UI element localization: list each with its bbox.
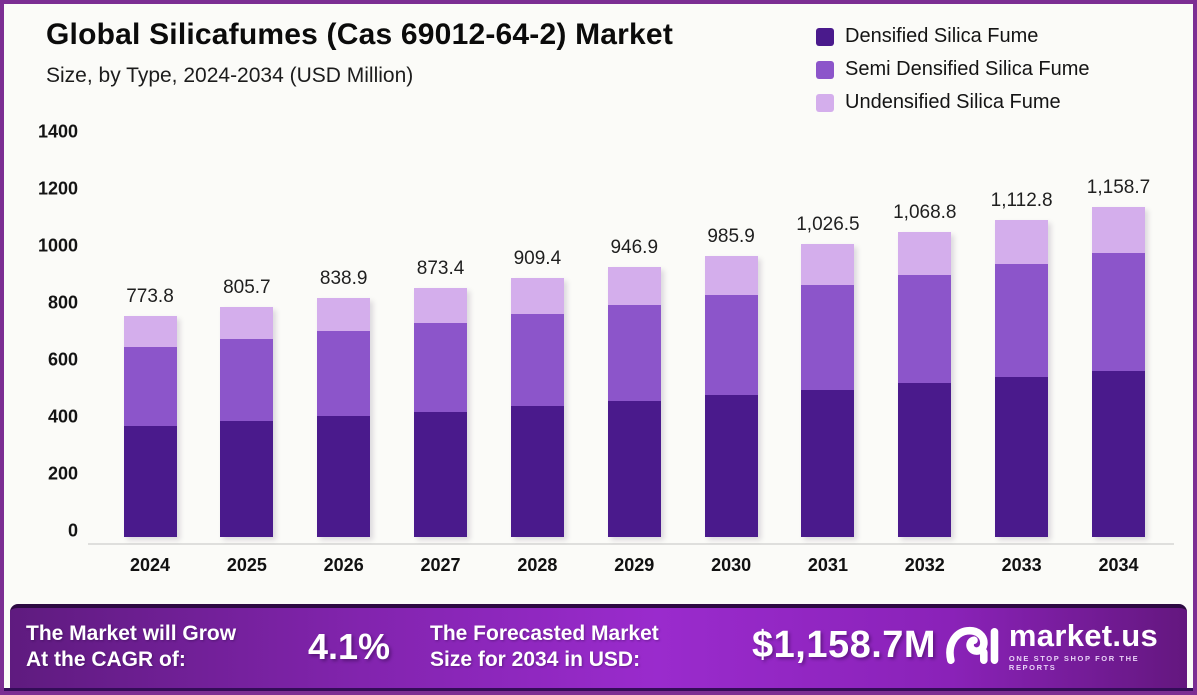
bar-total-label-2030: 985.9: [707, 226, 755, 248]
bar-segment-2025-densified-silica-fume: [220, 421, 274, 537]
legend-swatch-undensified: [816, 93, 834, 112]
footer-bottom-strip: [4, 688, 1193, 691]
bar-segment-2024-densified-silica-fume: [123, 425, 177, 537]
bar-segment-2028-undensified-silica-fume: [510, 277, 564, 314]
y-axis-tick-label: 800: [47, 292, 78, 313]
bar-segment-2028-densified-silica-fume: [510, 406, 564, 537]
brand-tagline: ONE STOP SHOP FOR THE REPORTS: [1008, 654, 1140, 672]
bar-segment-2033-densified-silica-fume: [995, 377, 1049, 537]
legend-label: Undensified Silica Fume: [845, 91, 1061, 113]
forecast-value: $1,158.7M: [752, 624, 937, 666]
stacked-bar-2027: [414, 288, 468, 537]
bar-segment-2027-densified-silica-fume: [414, 411, 468, 537]
legend-item-densified: Densified Silica Fume: [816, 20, 1090, 53]
bar-segment-2027-undensified-silica-fume: [414, 288, 468, 323]
bar-segment-2031-undensified-silica-fume: [801, 244, 855, 286]
legend-swatch-densified: [816, 27, 834, 46]
legend-swatch-semi-densified: [816, 60, 834, 79]
stacked-bar-2025: [220, 307, 274, 537]
legend-label: Densified Silica Fume: [845, 25, 1039, 47]
bar-segment-2024-semi-densified-silica-fume: [123, 347, 177, 426]
bar-total-label-2024: 773.8: [126, 286, 174, 308]
x-axis-tick-label-2031: 2031: [807, 555, 848, 575]
stacked-bar-2031: [801, 244, 855, 537]
bar-total-label-2034: 1,158.7: [1086, 176, 1151, 198]
y-axis-tick-label: 1200: [37, 178, 78, 199]
y-axis-tick-label: 1000: [37, 235, 78, 256]
bar-segment-2025-undensified-silica-fume: [220, 307, 274, 340]
y-axis-tick-label: 600: [47, 349, 78, 370]
bar-segment-2032-densified-silica-fume: [898, 383, 952, 537]
bar-segment-2029-semi-densified-silica-fume: [607, 304, 661, 401]
bar-segment-2027-semi-densified-silica-fume: [414, 322, 468, 412]
page-subtitle: Size, by Type, 2024-2034 (USD Million): [46, 64, 414, 87]
stacked-bar-2033: [995, 219, 1049, 537]
legend-item-semi-densified: Semi Densified Silica Fume: [816, 53, 1090, 86]
chart-legend: Densified Silica Fume Semi Densified Sil…: [816, 20, 1090, 119]
legend-label: Semi Densified Silica Fume: [845, 58, 1090, 80]
bar-segment-2030-densified-silica-fume: [704, 395, 758, 537]
bar-segment-2026-undensified-silica-fume: [317, 297, 371, 332]
bar-segment-2029-undensified-silica-fume: [607, 267, 661, 305]
bar-total-label-2033: 1,112.8: [990, 189, 1053, 211]
bar-segment-2033-semi-densified-silica-fume: [995, 263, 1049, 378]
stacked-bar-2029: [607, 267, 661, 537]
bar-segment-2034-densified-silica-fume: [1092, 370, 1145, 537]
y-axis-tick-label: 0: [67, 520, 78, 541]
bar-total-label-2029: 946.9: [610, 237, 659, 259]
bar-segment-2032-semi-densified-silica-fume: [898, 274, 952, 384]
bar-total-label-2032: 1,068.8: [893, 202, 957, 224]
bar-total-label-2026: 838.9: [319, 267, 368, 289]
bar-segment-2026-semi-densified-silica-fume: [317, 331, 371, 417]
bar-segment-2032-undensified-silica-fume: [898, 232, 952, 275]
bar-total-label-2031: 1,026.5: [796, 214, 860, 236]
cagr-value: 4.1%: [308, 626, 391, 667]
x-axis-tick-label-2026: 2026: [323, 555, 364, 575]
y-axis-tick-label: 400: [47, 406, 78, 427]
x-axis-tick-label-2034: 2034: [1098, 555, 1139, 575]
brand-logo-group: market.us ONE STOP SHOP FOR THE REPORTS: [942, 620, 1187, 672]
cagr-label: The Market will Grow At the CAGR of:: [26, 622, 237, 671]
y-axis-tick-label: 1400: [37, 121, 78, 142]
bar-segment-2026-densified-silica-fume: [317, 416, 371, 537]
bar-segment-2034-semi-densified-silica-fume: [1092, 252, 1145, 371]
stacked-bar-2026: [317, 297, 371, 537]
bar-segment-2024-undensified-silica-fume: [123, 316, 177, 348]
x-axis-line: [88, 543, 1174, 545]
stacked-bar-2032: [898, 232, 952, 537]
bar-segment-2031-densified-silica-fume: [801, 389, 855, 537]
bar-segment-2034-undensified-silica-fume: [1092, 206, 1145, 253]
stacked-bar-2030: [704, 256, 758, 537]
bar-segment-2030-semi-densified-silica-fume: [704, 295, 758, 396]
marketus-logo-icon: [946, 626, 999, 665]
bar-total-label-2027: 873.4: [416, 258, 465, 280]
x-axis-tick-label-2030: 2030: [711, 555, 752, 575]
x-axis-tick-label-2028: 2028: [517, 555, 558, 575]
x-axis-tick-label-2033: 2033: [1001, 555, 1042, 575]
bar-segment-2028-semi-densified-silica-fume: [510, 313, 564, 407]
stacked-bar-2028: [510, 277, 564, 537]
y-axis-tick-label: 200: [47, 463, 78, 484]
footer-banner: The Market will Grow At the CAGR of: 4.1…: [10, 604, 1187, 688]
x-axis-tick-label-2029: 2029: [614, 555, 655, 575]
stacked-bar-2034: [1092, 206, 1145, 537]
x-axis-tick-label-2024: 2024: [129, 555, 171, 575]
forecast-label: The Forecasted Market Size for 2034 in U…: [430, 622, 659, 671]
x-axis-tick-label-2025: 2025: [226, 555, 267, 575]
bar-segment-2029-densified-silica-fume: [607, 400, 661, 537]
bar-segment-2030-undensified-silica-fume: [704, 256, 758, 296]
stacked-bar-2024: [123, 316, 177, 537]
bar-segment-2033-undensified-silica-fume: [995, 219, 1049, 264]
x-axis-tick-label-2032: 2032: [904, 555, 945, 575]
bar-segment-2025-semi-densified-silica-fume: [220, 339, 274, 422]
bar-total-label-2028: 909.4: [513, 247, 562, 269]
x-axis-tick-label-2027: 2027: [420, 555, 461, 575]
bar-total-label-2025: 805.7: [223, 277, 271, 299]
bar-segment-2031-semi-densified-silica-fume: [801, 285, 855, 390]
page-title: Global Silicafumes (Cas 69012-64-2) Mark…: [46, 18, 674, 51]
legend-item-undensified: Undensified Silica Fume: [816, 86, 1090, 119]
brand-name: market.us: [1008, 618, 1159, 653]
